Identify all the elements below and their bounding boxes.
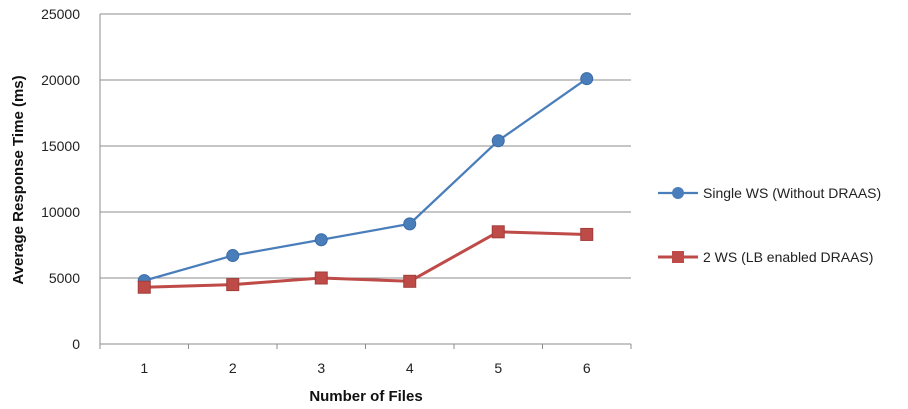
series-group bbox=[137, 72, 594, 294]
x-tick-label: 2 bbox=[229, 360, 237, 376]
x-axis-title: Number of Files bbox=[309, 388, 422, 405]
y-axis-ticks: 0 5000 10000 15000 20000 25000 bbox=[41, 6, 80, 352]
data-point-series-1 bbox=[491, 134, 505, 148]
y-tick-label: 0 bbox=[72, 336, 80, 352]
data-point-series-2 bbox=[226, 278, 240, 292]
y-tick-label: 20000 bbox=[41, 72, 80, 88]
series-line-1 bbox=[143, 77, 588, 282]
data-point-series-1 bbox=[403, 217, 417, 231]
y-tick-label: 15000 bbox=[41, 138, 80, 154]
data-point-series-2 bbox=[403, 274, 417, 288]
x-tick-label: 3 bbox=[317, 360, 325, 376]
legend-label-1: Single WS (Without DRAAS) bbox=[703, 185, 881, 201]
data-point-series-2 bbox=[137, 280, 151, 294]
data-point-series-2 bbox=[491, 225, 505, 239]
data-point-series-1 bbox=[314, 233, 328, 247]
x-tick-label: 1 bbox=[140, 360, 148, 376]
y-tick-label: 5000 bbox=[49, 270, 80, 286]
data-point-series-1 bbox=[580, 72, 594, 86]
legend: Single WS (Without DRAAS) 2 WS (LB enable… bbox=[658, 185, 881, 265]
data-point-series-2 bbox=[314, 271, 328, 285]
x-tick-label: 4 bbox=[406, 360, 414, 376]
data-point-series-1 bbox=[226, 249, 240, 263]
x-tick-label: 6 bbox=[583, 360, 591, 376]
y-tick-label: 25000 bbox=[41, 6, 80, 22]
x-tick-label: 5 bbox=[494, 360, 502, 376]
legend-marker-2 bbox=[672, 251, 684, 263]
y-axis-title: Average Response Time (ms) bbox=[10, 75, 27, 284]
data-point-series-2 bbox=[580, 227, 594, 241]
y-tick-label: 10000 bbox=[41, 204, 80, 220]
legend-label-2: 2 WS (LB enabled DRAAS) bbox=[703, 249, 873, 265]
gridlines bbox=[99, 13, 631, 345]
legend-marker-1 bbox=[672, 187, 684, 199]
series-line-2 bbox=[144, 230, 587, 289]
x-axis-ticks: 1 2 3 4 5 6 bbox=[99, 344, 632, 376]
